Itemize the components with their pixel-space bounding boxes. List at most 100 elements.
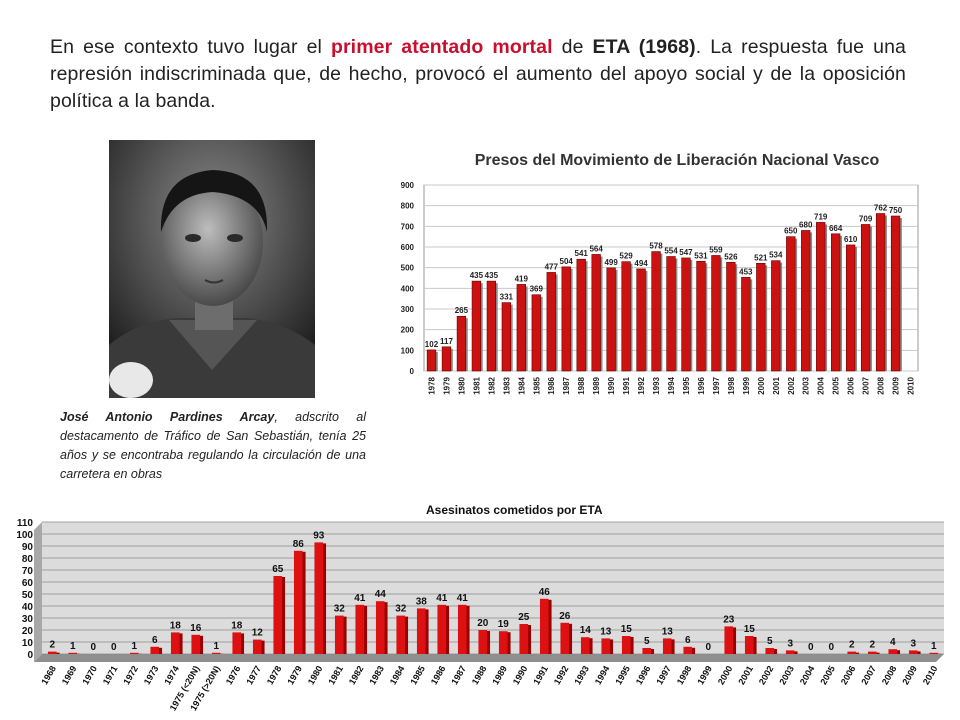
data-label: 25	[518, 612, 530, 623]
bar	[516, 284, 526, 372]
bar	[860, 224, 871, 372]
y-tick-label: 900	[401, 181, 415, 190]
x-tick-label: 1985	[532, 376, 541, 394]
bar	[683, 646, 693, 654]
plot-area	[42, 522, 944, 654]
data-label: 331	[500, 293, 514, 302]
caption-text: , adscrito al destacamento de Tráfico de…	[60, 410, 366, 481]
y-tick-label: 60	[22, 578, 34, 589]
data-label: 547	[679, 248, 693, 257]
data-label: 499	[604, 258, 618, 267]
x-tick-label: 1992	[637, 376, 646, 394]
x-tick-label: 1983	[502, 376, 511, 394]
bar	[801, 230, 811, 372]
x-tick-label: 1999	[742, 376, 751, 394]
data-label: 664	[829, 224, 843, 233]
photo-caption: José Antonio Pardines Arcay, adscrito al…	[60, 408, 366, 484]
x-tick-label: 1995	[682, 376, 691, 394]
data-label: 38	[416, 596, 428, 607]
killings-chart: Asesinatos cometidos por ETA010203040506…	[2, 492, 958, 718]
data-label: 477	[545, 262, 559, 271]
data-label: 1	[131, 641, 137, 652]
x-tick-label: 2006	[847, 376, 856, 394]
bar	[744, 636, 754, 654]
data-label: 2	[849, 640, 855, 651]
data-label: 564	[589, 244, 603, 253]
bar	[724, 626, 734, 654]
x-tick-label: 1984	[517, 376, 526, 394]
bar	[273, 576, 283, 654]
intro-highlight-attack: primer atentado mortal	[330, 36, 553, 58]
y-tick-label: 110	[17, 518, 34, 529]
data-label: 526	[724, 252, 738, 261]
bar	[546, 272, 556, 372]
data-label: 0	[828, 642, 834, 653]
data-label: 504	[560, 257, 574, 266]
bar	[756, 263, 766, 372]
x-tick-label: 1982	[487, 376, 496, 394]
bar	[651, 251, 661, 372]
x-tick-label: 1986	[547, 376, 556, 394]
bar	[601, 638, 611, 654]
bar	[681, 257, 691, 372]
plot-left-wall	[34, 522, 42, 662]
bar	[501, 302, 511, 372]
data-label: 18	[170, 620, 182, 631]
y-tick-label: 500	[401, 264, 415, 273]
data-label: 3	[787, 638, 793, 649]
x-tick-label: 1981	[472, 376, 481, 394]
bar	[591, 254, 601, 372]
x-tick-label: 1987	[562, 376, 571, 394]
bar	[666, 256, 676, 372]
data-label: 750	[889, 206, 903, 215]
x-tick-label: 1988	[577, 376, 586, 394]
data-label: 5	[767, 636, 773, 647]
data-label: 13	[662, 626, 674, 637]
data-label: 12	[252, 628, 264, 639]
data-label: 531	[694, 251, 708, 260]
x-tick-label: 1990	[607, 376, 616, 394]
prisoners-chart: Presos del Movimiento de Liberación Naci…	[401, 152, 919, 395]
bar	[498, 631, 508, 654]
data-label: 44	[375, 589, 387, 600]
bar	[457, 604, 467, 654]
data-label: 0	[90, 642, 96, 653]
x-tick-label: 1993	[652, 376, 661, 394]
bar	[816, 222, 826, 372]
bar	[888, 649, 898, 654]
data-label: 453	[739, 267, 753, 276]
bar	[621, 636, 631, 654]
data-label: 610	[844, 235, 858, 244]
data-label: 369	[530, 285, 544, 294]
bar	[471, 280, 482, 372]
data-label: 762	[874, 204, 888, 213]
data-label: 19	[498, 619, 510, 630]
y-tick-label: 600	[401, 243, 415, 252]
x-tick-label: 1998	[727, 376, 736, 394]
bar	[621, 261, 631, 372]
bar	[929, 652, 939, 654]
bar	[211, 652, 221, 654]
bar	[170, 632, 180, 654]
bar	[867, 651, 877, 654]
data-label: 46	[539, 587, 551, 598]
bar	[696, 260, 706, 372]
data-label: 23	[723, 614, 735, 625]
data-label: 15	[744, 624, 756, 635]
x-tick-label: 2005	[832, 376, 841, 394]
data-label: 419	[515, 274, 529, 283]
data-label: 41	[436, 593, 448, 604]
data-label: 719	[814, 212, 828, 221]
data-label: 41	[354, 593, 366, 604]
x-tick-label: 1980	[457, 376, 466, 394]
y-tick-label: 100	[16, 530, 33, 541]
y-tick-label: 40	[22, 602, 34, 613]
data-label: 1	[213, 641, 219, 652]
data-label: 534	[769, 251, 783, 260]
bar	[771, 260, 781, 372]
x-tick-label: 1978	[427, 376, 436, 394]
x-tick-label: 2010	[907, 376, 916, 394]
y-tick-label: 20	[22, 626, 34, 637]
data-label: 265	[455, 306, 469, 315]
data-label: 32	[334, 604, 346, 615]
